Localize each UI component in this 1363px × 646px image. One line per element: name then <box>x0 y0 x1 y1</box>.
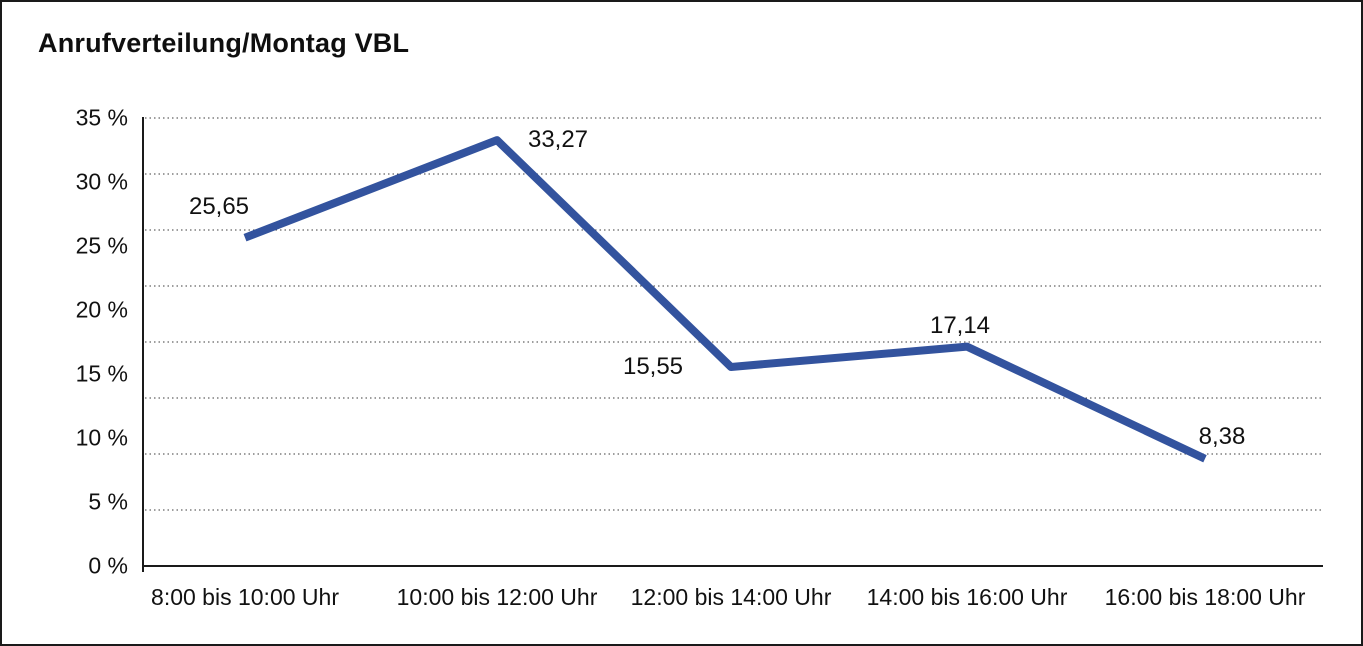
x-tick-label: 8:00 bis 10:00 Uhr <box>151 584 339 610</box>
x-tick-label: 10:00 bis 12:00 Uhr <box>396 584 598 610</box>
y-tick-label: 10 % <box>75 424 128 451</box>
data-point-label: 17,14 <box>929 311 991 339</box>
data-point-label: 15,55 <box>622 352 684 380</box>
data-point-label: 8,38 <box>1198 422 1246 450</box>
x-tick-label: 14:00 bis 16:00 Uhr <box>866 584 1068 610</box>
chart-title: Anrufverteilung/Montag VBL <box>38 28 410 58</box>
data-point-label: 25,65 <box>188 192 250 220</box>
y-tick-label: 0 % <box>88 552 128 579</box>
y-tick-label: 25 % <box>75 232 128 259</box>
y-tick-label: 35 % <box>75 104 128 131</box>
y-tick-label: 5 % <box>88 488 128 515</box>
y-tick-label: 30 % <box>75 168 128 195</box>
data-point-label: 33,27 <box>527 126 589 154</box>
x-tick-label: 16:00 bis 18:00 Uhr <box>1104 584 1306 610</box>
x-tick-label: 12:00 bis 14:00 Uhr <box>630 584 832 610</box>
y-tick-label: 15 % <box>75 360 128 387</box>
y-tick-label: 20 % <box>75 296 128 323</box>
data-line <box>243 136 1207 463</box>
